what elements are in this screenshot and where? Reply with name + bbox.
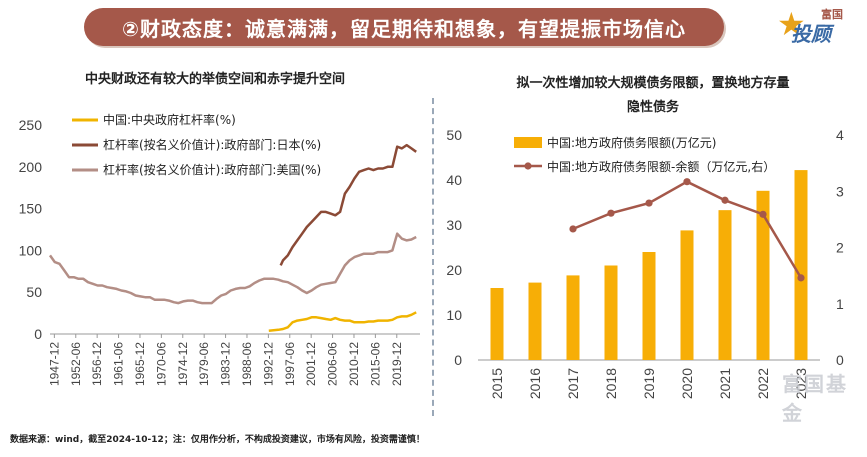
left-x-tick-label: 2006-06 xyxy=(326,342,340,386)
right-bar-2019 xyxy=(642,252,656,360)
right-chart-title-line2: 隐性债务 xyxy=(626,100,679,115)
right-y2-tick-label: 1 xyxy=(836,296,844,312)
left-y-tick-label: 0 xyxy=(34,326,42,342)
left-series-line-1 xyxy=(279,143,417,266)
right-x-tick-label: 2022 xyxy=(755,368,771,399)
panel-divider xyxy=(432,98,434,416)
right-line-point xyxy=(683,178,691,186)
left-chart-title: 中央财政还有较大的举债空间和赤字提升空间 xyxy=(84,72,345,87)
right-bar-2018 xyxy=(604,265,618,360)
right-y2-tick-label: 0 xyxy=(836,352,844,368)
left-x-tick-label: 1956-12 xyxy=(90,342,104,386)
logo-text-main: 投顾 xyxy=(791,22,831,46)
right-line-point xyxy=(759,210,767,218)
left-legend-label-2: 杠杆率(按名义价值计):政府部门:美国(%) xyxy=(103,162,321,177)
left-x-tick-label: 1970-06 xyxy=(154,342,168,386)
right-y2-tick-label: 4 xyxy=(836,127,844,143)
right-line-point xyxy=(607,209,615,217)
right-y2-tick-label: 3 xyxy=(836,183,844,199)
right-chart-title-line1: 拟一次性增加较大规模债务限额，置换地方存量 xyxy=(516,76,790,91)
left-x-tick-label: 1974-12 xyxy=(176,342,190,386)
right-x-tick-label: 2023 xyxy=(793,368,809,399)
right-legend-swatch-bar xyxy=(514,137,542,148)
left-y-tick-label: 100 xyxy=(19,242,43,258)
right-legend-label-line: 中国:地方政府债务限额-余额（万亿元,右） xyxy=(547,159,775,174)
left-series-line-0 xyxy=(268,311,417,332)
right-legend-label-bar: 中国:地方政府债务限额(万亿元) xyxy=(547,135,716,150)
left-x-tick-label: 1965-12 xyxy=(133,342,147,386)
watermark: 富国基金 xyxy=(782,372,848,425)
left-x-tick-label: 1992-12 xyxy=(261,342,275,386)
right-x-tick-label: 2016 xyxy=(527,368,543,399)
right-y2-tick-label: 2 xyxy=(836,240,844,256)
left-y-tick-label: 200 xyxy=(19,159,43,175)
right-bar-2021 xyxy=(718,210,732,360)
left-x-tick-label: 2001-12 xyxy=(304,342,318,386)
right-line-point xyxy=(569,225,577,233)
right-bar-2022 xyxy=(756,190,770,360)
right-y-tick-label: 20 xyxy=(446,262,462,278)
right-bar-2017 xyxy=(566,275,580,360)
title-banner: ②财政态度：诚意满满，留足期待和想象，有望提振市场信心 xyxy=(84,8,724,46)
left-x-tick-label: 2015-06 xyxy=(368,342,382,386)
left-x-tick-label: 2010-12 xyxy=(347,342,361,386)
logo-text-top: 富国 xyxy=(821,8,843,21)
left-y-tick-label: 50 xyxy=(26,284,42,300)
left-series-line-2 xyxy=(48,232,417,305)
fuguo-logo: ★ 富国 投顾 xyxy=(777,2,865,46)
right-x-tick-label: 2017 xyxy=(565,368,581,399)
left-x-tick-label: 1952-06 xyxy=(69,342,83,386)
right-y-tick-label: 0 xyxy=(454,352,462,368)
left-legend-label-0: 中国:中央政府杠杆率(%) xyxy=(103,112,236,127)
right-x-tick-label: 2021 xyxy=(717,368,733,399)
right-bar-2015 xyxy=(490,288,504,360)
left-x-tick-label: 1979-06 xyxy=(197,342,211,386)
left-legend-label-1: 杠杆率(按名义价值计):政府部门:日本(%) xyxy=(103,137,321,152)
right-bar-2020 xyxy=(680,230,694,360)
right-x-tick-label: 2019 xyxy=(641,368,657,399)
right-line-point xyxy=(645,199,653,207)
right-x-tick-label: 2015 xyxy=(489,368,505,399)
right-bar-2023 xyxy=(794,170,808,360)
right-chart-title: 拟一次性增加较大规模债务限额，置换地方存量 隐性债务 xyxy=(438,72,867,120)
right-x-tick-label: 2018 xyxy=(603,368,619,399)
right-y-tick-label: 30 xyxy=(446,217,462,233)
right-y-tick-label: 50 xyxy=(446,127,462,143)
left-x-tick-label: 1947-12 xyxy=(47,342,61,386)
left-y-tick-label: 250 xyxy=(19,117,43,133)
right-y-tick-label: 10 xyxy=(446,307,462,323)
left-x-tick-label: 1997-06 xyxy=(283,342,297,386)
right-legend-marker-line xyxy=(524,162,532,170)
left-x-tick-label: 1961-06 xyxy=(112,342,126,386)
right-y-tick-label: 40 xyxy=(446,172,462,188)
footer-source-note: 数据来源：wind，截至2024-10-12；注：仅用作分析，不构成投资建议，市… xyxy=(10,435,425,445)
right-bar-2016 xyxy=(528,282,542,360)
left-x-tick-label: 1983-12 xyxy=(219,342,233,386)
banner-title: ②财政态度：诚意满满，留足期待和想象，有望提振市场信心 xyxy=(122,16,686,41)
left-x-tick-label: 1988-06 xyxy=(240,342,254,386)
right-line-point xyxy=(721,196,729,204)
left-y-tick-label: 150 xyxy=(19,201,43,217)
star-icon: ★ xyxy=(777,5,806,43)
left-x-tick-label: 2019-12 xyxy=(390,342,404,386)
right-line-point xyxy=(797,274,805,282)
right-x-tick-label: 2020 xyxy=(679,368,695,399)
